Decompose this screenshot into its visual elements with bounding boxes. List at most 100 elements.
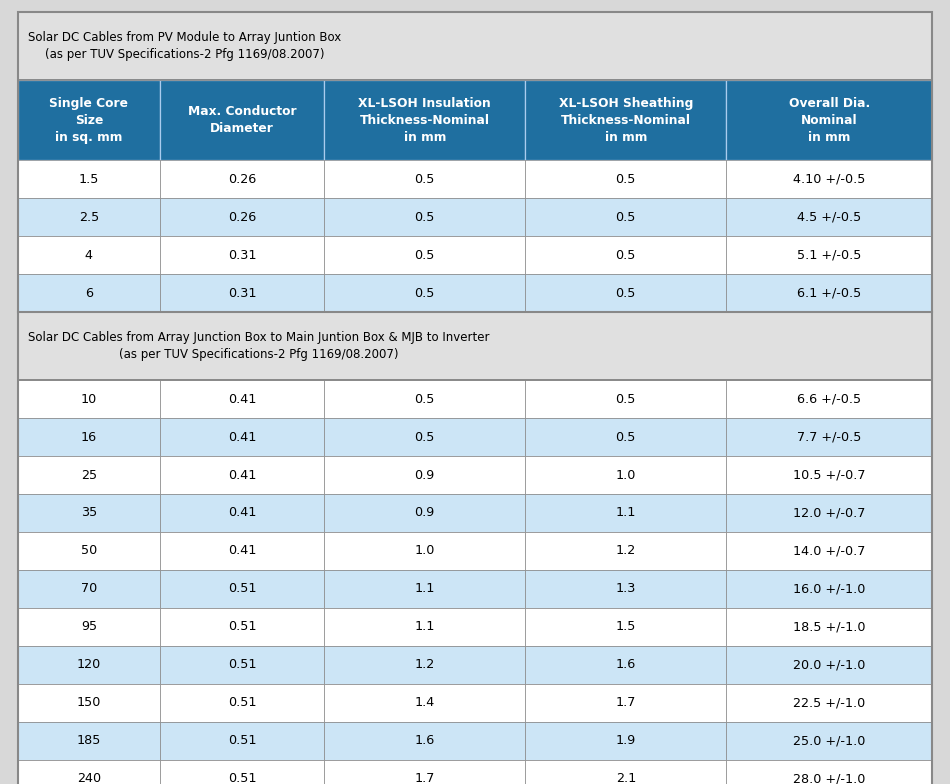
Bar [160, 722, 324, 760]
Bar [324, 80, 525, 160]
Text: 4: 4 [85, 249, 93, 262]
Text: 1.6: 1.6 [414, 735, 435, 747]
Bar [727, 684, 932, 722]
Text: Overall Dia.
Nominal
in mm: Overall Dia. Nominal in mm [788, 96, 870, 143]
Bar [160, 198, 324, 236]
Text: 1.6: 1.6 [616, 659, 636, 672]
Bar [324, 160, 525, 198]
Bar [18, 570, 160, 608]
Bar [324, 198, 525, 236]
Bar [160, 684, 324, 722]
Text: 6.1 +/-0.5: 6.1 +/-0.5 [797, 286, 862, 299]
Bar [18, 456, 160, 494]
Bar [525, 236, 727, 274]
Text: 0.51: 0.51 [228, 659, 256, 672]
Bar [525, 494, 727, 532]
Bar [18, 236, 160, 274]
Text: 0.41: 0.41 [228, 506, 256, 520]
Bar [160, 380, 324, 418]
Bar [18, 608, 160, 646]
Text: 0.5: 0.5 [616, 249, 636, 262]
Text: 0.41: 0.41 [228, 545, 256, 557]
Text: 95: 95 [81, 620, 97, 633]
Text: XL-LSOH Insulation
Thickness-Nominal
in mm: XL-LSOH Insulation Thickness-Nominal in … [358, 96, 491, 143]
Text: 0.31: 0.31 [228, 286, 256, 299]
Text: 0.9: 0.9 [414, 469, 435, 481]
Text: XL-LSOH Sheathing
Thickness-Nominal
in mm: XL-LSOH Sheathing Thickness-Nominal in m… [559, 96, 693, 143]
Bar [525, 274, 727, 312]
Bar [324, 646, 525, 684]
Text: 1.3: 1.3 [616, 583, 636, 596]
Bar [727, 570, 932, 608]
Bar [727, 608, 932, 646]
Bar [727, 198, 932, 236]
Text: 16: 16 [81, 430, 97, 444]
Text: Solar DC Cables from Array Junction Box to Main Juntion Box & MJB to Inverter
(a: Solar DC Cables from Array Junction Box … [28, 331, 489, 361]
Bar [18, 274, 160, 312]
Bar [727, 418, 932, 456]
Text: 240: 240 [77, 772, 101, 784]
Bar [727, 274, 932, 312]
Text: 22.5 +/-1.0: 22.5 +/-1.0 [793, 696, 865, 710]
Text: 0.5: 0.5 [414, 430, 435, 444]
Bar [525, 570, 727, 608]
Text: 25: 25 [81, 469, 97, 481]
Text: 0.41: 0.41 [228, 469, 256, 481]
Bar [18, 80, 160, 160]
Text: 50: 50 [81, 545, 97, 557]
Bar [727, 80, 932, 160]
Text: 4.10 +/-0.5: 4.10 +/-0.5 [793, 172, 865, 186]
Bar [18, 418, 160, 456]
Text: 1.1: 1.1 [414, 620, 435, 633]
Text: 0.51: 0.51 [228, 735, 256, 747]
Bar [160, 646, 324, 684]
Text: 12.0 +/-0.7: 12.0 +/-0.7 [793, 506, 865, 520]
Text: 25.0 +/-1.0: 25.0 +/-1.0 [793, 735, 865, 747]
Text: 6: 6 [85, 286, 93, 299]
Bar [727, 532, 932, 570]
Text: 0.51: 0.51 [228, 772, 256, 784]
Bar [525, 722, 727, 760]
Text: 0.5: 0.5 [414, 210, 435, 223]
Text: 1.1: 1.1 [616, 506, 636, 520]
Bar [18, 380, 160, 418]
Text: 1.0: 1.0 [414, 545, 435, 557]
Bar [525, 380, 727, 418]
Bar [324, 532, 525, 570]
Text: 16.0 +/-1.0: 16.0 +/-1.0 [793, 583, 865, 596]
Text: 0.5: 0.5 [616, 172, 636, 186]
Text: 1.4: 1.4 [414, 696, 435, 710]
Bar [160, 608, 324, 646]
Text: 1.9: 1.9 [616, 735, 636, 747]
Text: 0.5: 0.5 [616, 286, 636, 299]
Text: 1.2: 1.2 [616, 545, 636, 557]
Bar [324, 722, 525, 760]
Text: 2.1: 2.1 [616, 772, 636, 784]
Text: 0.5: 0.5 [616, 210, 636, 223]
Text: Solar DC Cables from PV Module to Array Juntion Box
(as per TUV Specifications-2: Solar DC Cables from PV Module to Array … [28, 31, 341, 61]
Text: 0.51: 0.51 [228, 583, 256, 596]
Bar [324, 456, 525, 494]
Bar [525, 684, 727, 722]
Bar [525, 646, 727, 684]
Text: Max. Conductor
Diameter: Max. Conductor Diameter [187, 105, 296, 135]
Text: 0.5: 0.5 [414, 286, 435, 299]
Bar [160, 80, 324, 160]
Bar [160, 274, 324, 312]
Text: 1.1: 1.1 [414, 583, 435, 596]
Text: 0.51: 0.51 [228, 696, 256, 710]
Text: 4.5 +/-0.5: 4.5 +/-0.5 [797, 210, 862, 223]
Text: 70: 70 [81, 583, 97, 596]
Bar [727, 456, 932, 494]
Text: 20.0 +/-1.0: 20.0 +/-1.0 [793, 659, 865, 672]
Bar [324, 570, 525, 608]
Text: 0.26: 0.26 [228, 210, 256, 223]
Bar [525, 418, 727, 456]
Text: 150: 150 [77, 696, 101, 710]
Text: 0.5: 0.5 [414, 393, 435, 405]
Bar [727, 494, 932, 532]
Bar [18, 312, 932, 380]
Text: 18.5 +/-1.0: 18.5 +/-1.0 [793, 620, 865, 633]
Text: 1.7: 1.7 [616, 696, 636, 710]
Bar [525, 198, 727, 236]
